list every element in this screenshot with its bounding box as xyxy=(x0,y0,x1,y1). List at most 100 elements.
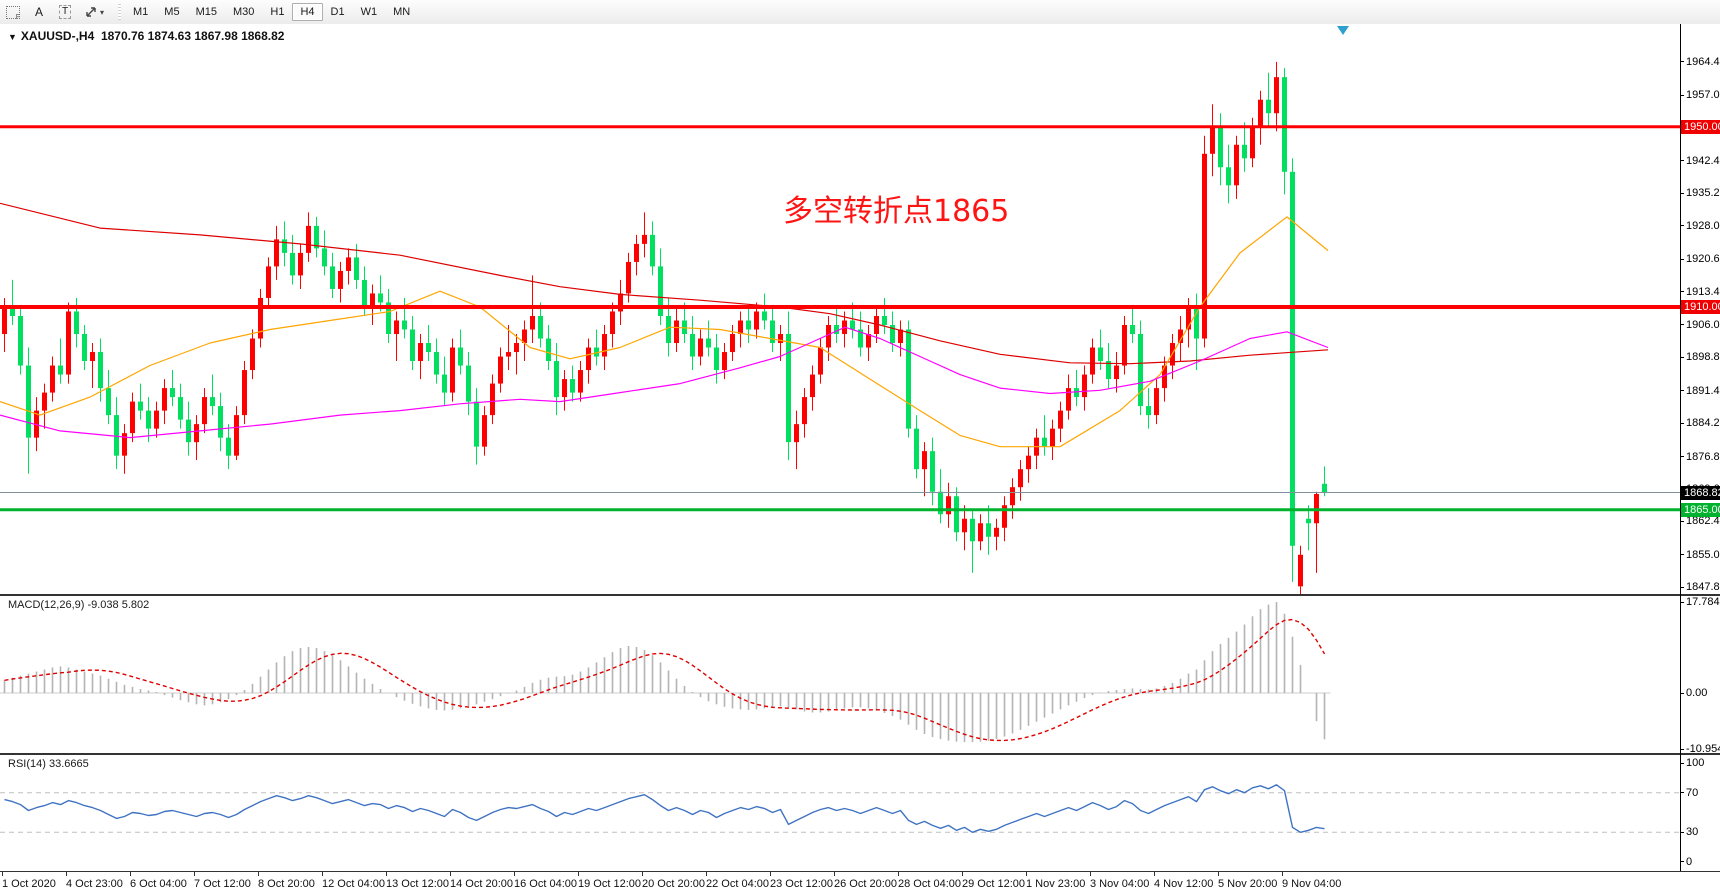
crosshair-tool-button[interactable]: ▾ xyxy=(79,1,109,23)
toolbar-grip[interactable] xyxy=(118,4,122,20)
candle-body xyxy=(26,365,31,438)
level-tag-resistance-1950: 1950.00 xyxy=(1681,119,1720,134)
axis-tick-mark xyxy=(1680,258,1684,260)
candle-body xyxy=(442,374,447,393)
candle-body xyxy=(202,397,207,425)
candle-body xyxy=(338,270,343,289)
timeframe-button-h4[interactable]: H4 xyxy=(292,3,323,21)
macd-tick-label: 17.784 xyxy=(1686,596,1720,609)
candle-body xyxy=(1066,388,1071,411)
rsi-tick-label: 100 xyxy=(1686,757,1705,770)
time-tick-mark xyxy=(66,872,67,876)
candle-body xyxy=(130,401,135,434)
time-label: 23 Oct 12:00 xyxy=(770,878,833,890)
candle-body xyxy=(642,234,647,244)
macd-tick-label: -10.954 xyxy=(1686,743,1720,756)
candle-body xyxy=(266,266,271,298)
price-tick-label: 1876.80 xyxy=(1686,450,1720,463)
candle-body xyxy=(994,527,999,537)
candle-body xyxy=(394,320,399,335)
axis-tick-mark xyxy=(1680,520,1684,522)
price-tick-label: 1942.40 xyxy=(1686,154,1720,167)
time-axis[interactable]: 1 Oct 2020 4 Oct 23:00 6 Oct 04:00 7 Oct 12… xyxy=(0,871,1720,895)
candle-body xyxy=(50,365,55,393)
candle-body xyxy=(602,334,607,357)
candle-body xyxy=(490,383,495,416)
text-tool-icon: T xyxy=(58,5,72,19)
candle-body xyxy=(746,320,751,330)
candle-body xyxy=(538,315,543,339)
timeframe-button-d1[interactable]: D1 xyxy=(330,6,345,18)
panel-divider[interactable] xyxy=(0,594,1720,596)
candle-body xyxy=(146,410,151,429)
candle-body xyxy=(2,306,7,335)
axis-tick-mark xyxy=(1680,601,1684,603)
timeframe-button-m1[interactable]: M1 xyxy=(133,6,149,18)
axis-tick-mark xyxy=(1680,160,1684,162)
arrow-tool-button[interactable]: A xyxy=(27,1,51,23)
candle-body xyxy=(826,324,831,348)
panel-divider[interactable] xyxy=(0,753,1720,755)
candle-body xyxy=(1194,306,1199,339)
macd-label: MACD(12,26,9) -9.038 5.802 xyxy=(8,599,150,611)
time-label: 22 Oct 04:00 xyxy=(706,878,769,890)
time-label: 12 Oct 04:00 xyxy=(322,878,385,890)
candle-body xyxy=(578,370,583,393)
axis-tick-mark xyxy=(1680,390,1684,392)
timeframe-button-m15[interactable]: M15 xyxy=(195,6,217,18)
timeframe-button-h1[interactable]: H1 xyxy=(270,6,285,18)
candle-body xyxy=(434,352,439,375)
axis-tick-mark xyxy=(1680,456,1684,458)
chart-annotation-text[interactable]: 多空转折点1865 xyxy=(783,194,1010,229)
macd-tick-label: 0.00 xyxy=(1686,687,1708,700)
time-label: 5 Nov 20:00 xyxy=(1218,878,1278,890)
price-axis[interactable]: 1964.40 1957.00 1942.40 1935.20 1928.00 1920.… xyxy=(1680,24,1720,871)
candle-body xyxy=(178,397,183,420)
candle-body xyxy=(730,334,735,353)
macd-chart-surface[interactable] xyxy=(0,596,1680,753)
candle-body xyxy=(418,343,423,362)
candle-body xyxy=(114,415,119,456)
rsi-line xyxy=(4,784,1325,834)
axis-tick-mark xyxy=(1680,94,1684,96)
candle-body xyxy=(234,415,239,456)
candle-body xyxy=(98,352,103,389)
macd-panel xyxy=(0,596,1680,753)
time-label: 6 Oct 04:00 xyxy=(130,878,187,890)
candle-body xyxy=(610,311,615,335)
candle-body xyxy=(530,315,535,330)
axis-tick-mark xyxy=(1680,554,1684,556)
time-label: 16 Oct 04:00 xyxy=(514,878,577,890)
candle-body xyxy=(818,347,823,375)
rsi-tick-label: 30 xyxy=(1686,826,1699,839)
candle-body xyxy=(570,379,575,393)
price-panel xyxy=(0,24,1680,594)
text-tool-button[interactable]: T xyxy=(53,1,77,23)
candle-body xyxy=(866,334,871,348)
candle-body xyxy=(74,311,79,335)
candle-body xyxy=(322,248,327,267)
ma-mid-line xyxy=(0,216,1329,448)
time-tick-mark xyxy=(834,872,835,876)
axis-tick-mark xyxy=(1680,356,1684,358)
timeframe-button-m5[interactable]: M5 xyxy=(164,6,180,18)
timeframe-button-mn[interactable]: MN xyxy=(393,6,411,18)
candle-body xyxy=(10,306,15,316)
symbol-dropdown-icon[interactable]: ▼ xyxy=(8,32,17,42)
candle-body xyxy=(42,392,47,411)
candle-body xyxy=(914,428,919,470)
timeframe-button-w1[interactable]: W1 xyxy=(360,6,378,18)
candle-body xyxy=(1274,77,1279,114)
price-chart-surface[interactable] xyxy=(0,24,1680,594)
chart-shift-marker-icon[interactable] xyxy=(1337,26,1349,35)
chart-title: ▼ XAUUSD-,H4 1870.76 1874.63 1867.98 1868… xyxy=(8,29,284,43)
candle-body xyxy=(770,320,775,344)
candle-body xyxy=(674,320,679,344)
candle-body xyxy=(810,374,815,398)
crosshair-tool-icon xyxy=(86,7,96,17)
timeframe-button-m30[interactable]: M30 xyxy=(232,6,255,18)
rsi-chart-surface[interactable] xyxy=(0,755,1680,871)
candle-body xyxy=(1154,388,1159,416)
grid-f-button[interactable]: F xyxy=(1,1,25,23)
candle-body xyxy=(1010,487,1015,506)
